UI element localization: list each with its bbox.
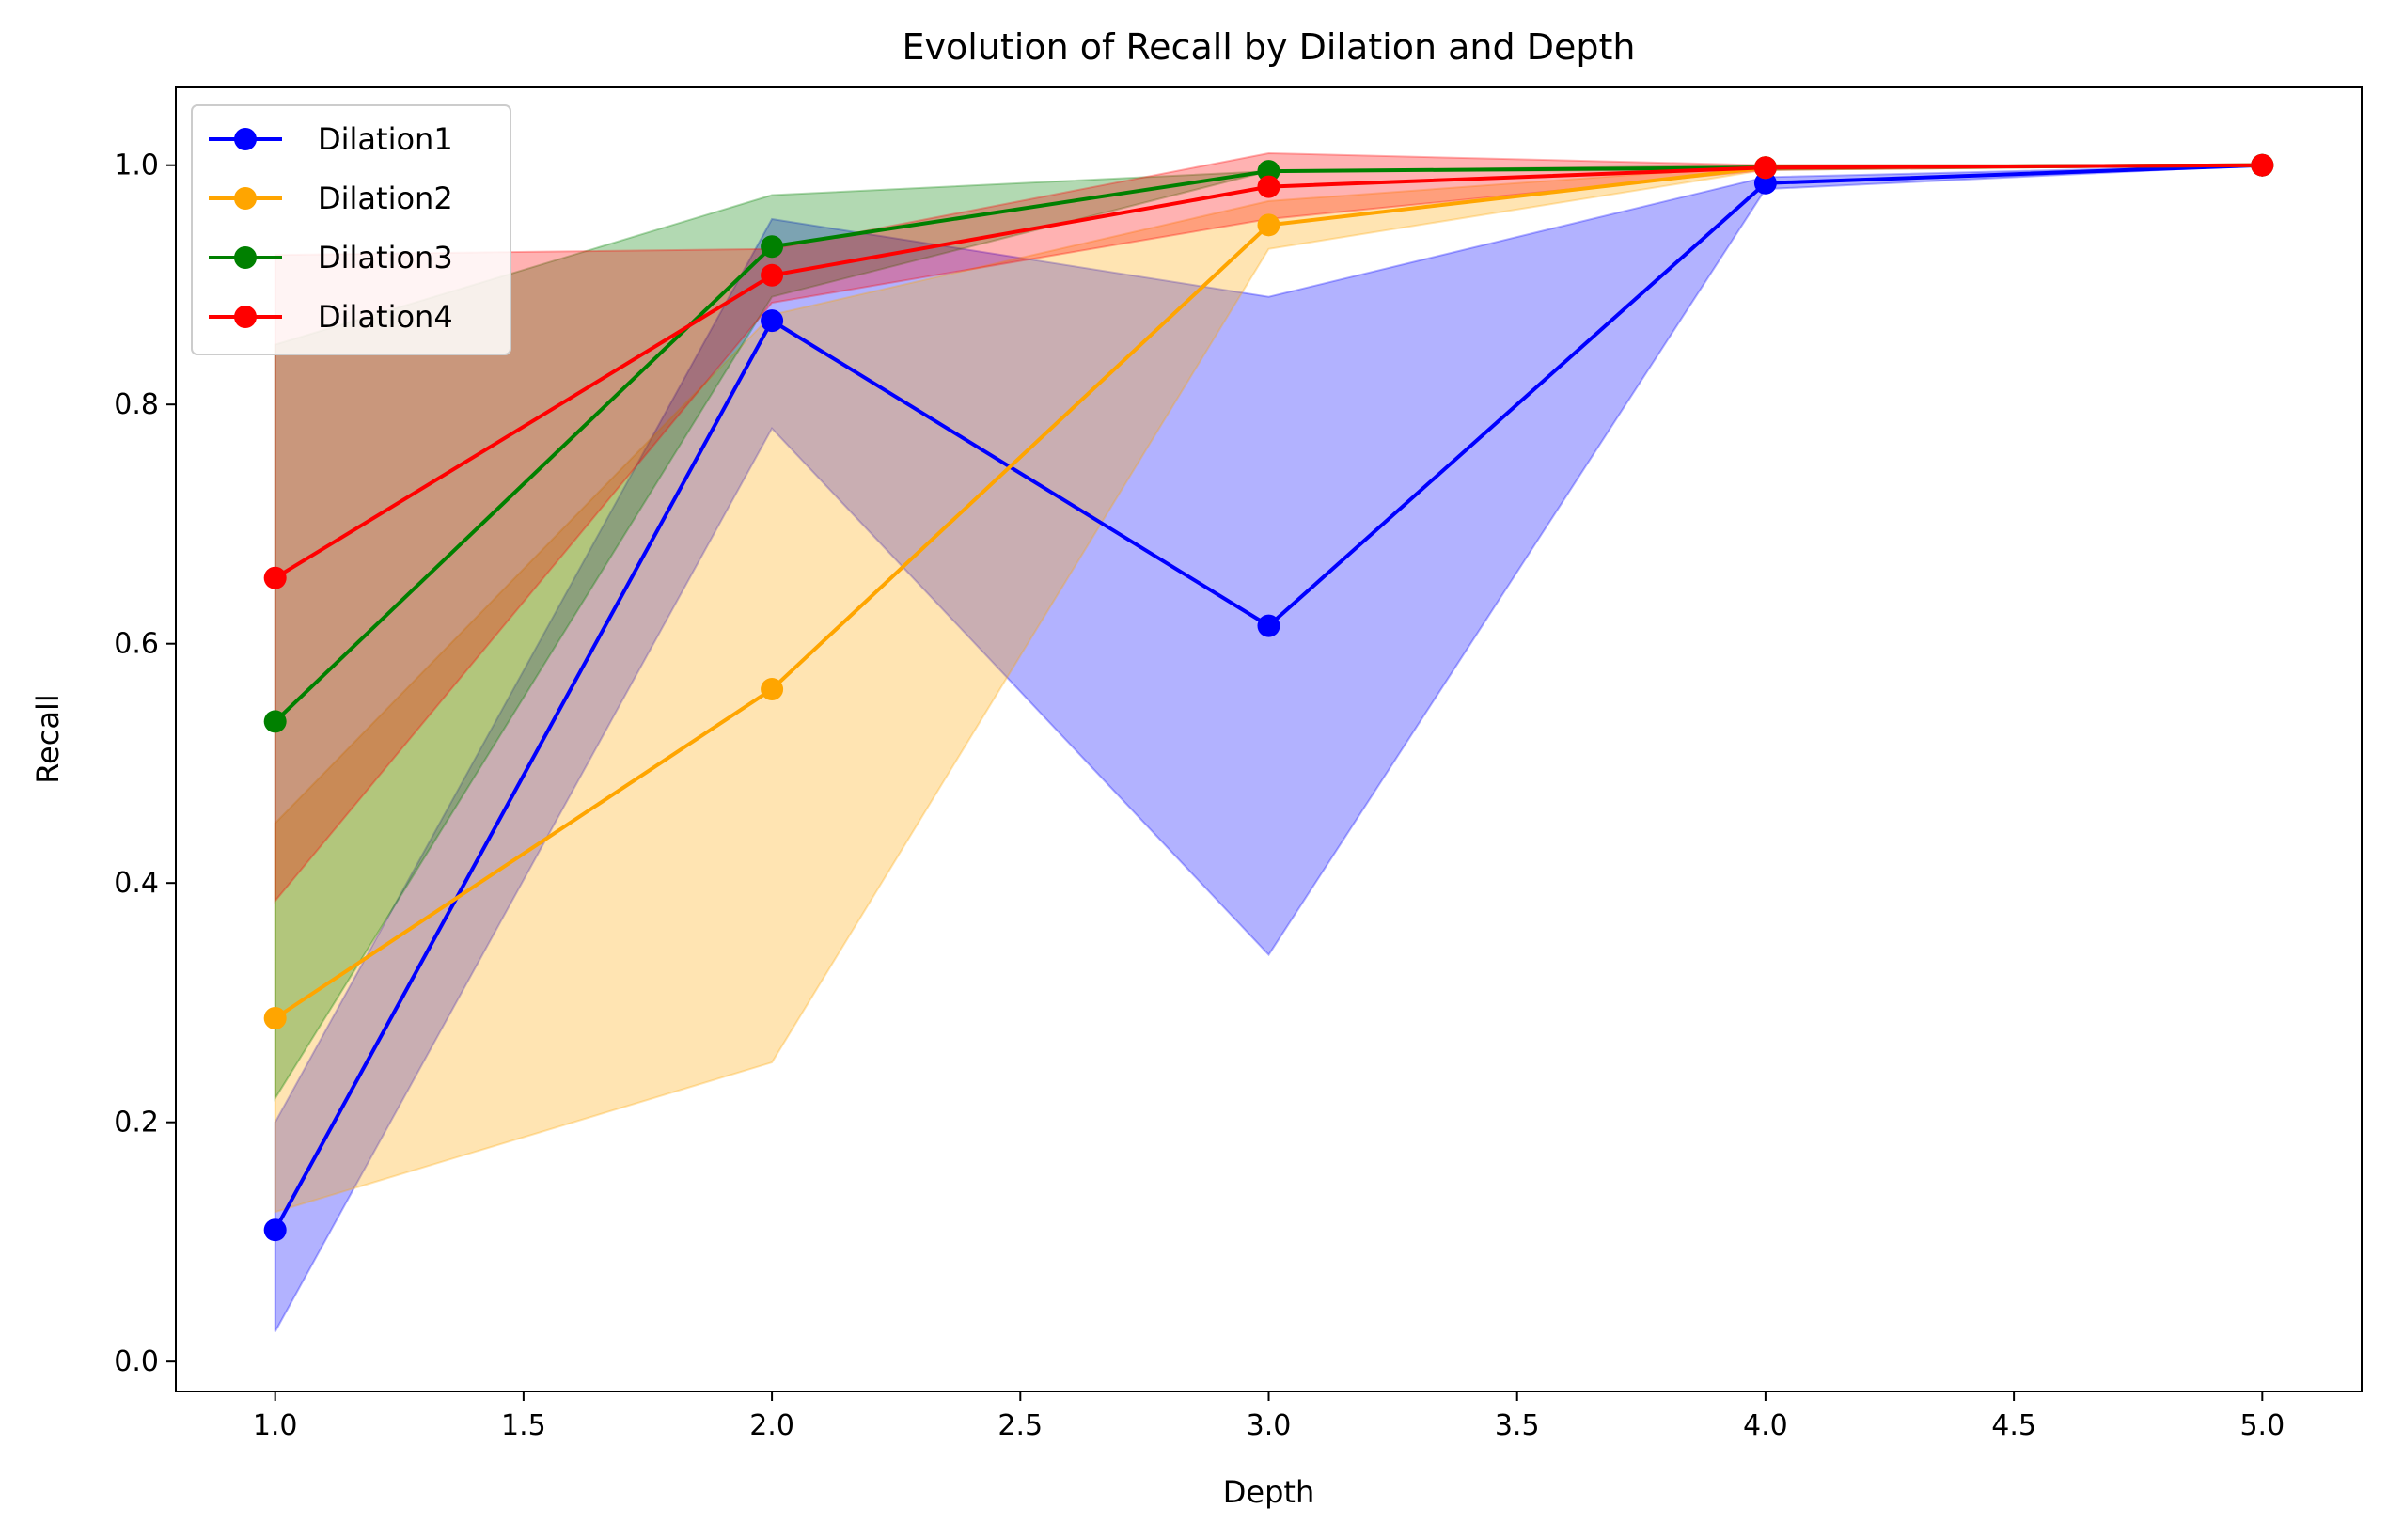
y-tick-label: 0.6 xyxy=(114,628,159,661)
legend-label-series-3: Dilation3 xyxy=(318,240,453,275)
x-tick-label: 4.5 xyxy=(1991,1409,2036,1442)
y-axis: 0.0 0.2 0.4 0.6 0.8 1.0 xyxy=(114,149,176,1378)
y-axis-title: Recall xyxy=(30,694,66,783)
point-series-3-3 xyxy=(1257,160,1280,183)
legend-label-series-4: Dilation4 xyxy=(318,299,453,335)
x-tick-label: 3.0 xyxy=(1247,1409,1292,1442)
legend-marker-series-2 xyxy=(234,187,257,210)
x-tick-label: 3.5 xyxy=(1495,1409,1540,1442)
y-tick-label: 0.2 xyxy=(114,1107,159,1139)
legend-label-series-2: Dilation2 xyxy=(318,181,453,216)
x-axis: 1.0 1.5 2.0 2.5 3.0 3.5 4.0 4.5 5.0 xyxy=(253,1391,2285,1442)
legend-marker-series-1 xyxy=(234,128,257,150)
y-tick-label: 0.4 xyxy=(114,867,159,900)
legend-marker-series-4 xyxy=(234,306,257,328)
band-series-1 xyxy=(274,164,2263,1332)
point-series-4-2 xyxy=(761,263,784,287)
point-series-2-2 xyxy=(761,678,784,701)
x-tick-label: 2.0 xyxy=(749,1409,794,1442)
point-series-1-3 xyxy=(1257,614,1280,637)
y-tick-label: 0.8 xyxy=(114,388,159,421)
legend: Dilation1 Dilation2 Dilation3 Dilation4 xyxy=(191,104,511,355)
point-series-1-4 xyxy=(1753,171,1777,195)
x-tick-label: 4.0 xyxy=(1743,1409,1788,1442)
x-axis-title: Depth xyxy=(1223,1474,1314,1510)
y-tick-label: 1.0 xyxy=(114,149,159,182)
point-series-4-1 xyxy=(263,566,287,589)
point-series-4-3 xyxy=(1257,175,1280,198)
x-tick-label: 2.5 xyxy=(997,1409,1043,1442)
point-series-3-2 xyxy=(761,235,784,259)
legend-box xyxy=(191,104,511,355)
x-tick-label: 1.0 xyxy=(253,1409,298,1442)
x-tick-label: 1.5 xyxy=(501,1409,546,1442)
point-series-2-3 xyxy=(1257,213,1280,237)
point-series-3-1 xyxy=(263,710,287,733)
point-series-1-2 xyxy=(761,309,784,333)
point-series-2-1 xyxy=(263,1006,287,1029)
point-series-1-1 xyxy=(263,1218,287,1242)
point-series-4-5 xyxy=(2251,153,2274,177)
series-markers xyxy=(263,153,2274,1242)
x-tick-label: 5.0 xyxy=(2239,1409,2285,1442)
y-tick-label: 0.0 xyxy=(114,1345,159,1378)
legend-label-series-1: Dilation1 xyxy=(318,121,453,157)
legend-marker-series-3 xyxy=(234,246,257,269)
point-series-4-4 xyxy=(1753,156,1777,180)
chart-title: Evolution of Recall by Dilation and Dept… xyxy=(903,26,1636,68)
